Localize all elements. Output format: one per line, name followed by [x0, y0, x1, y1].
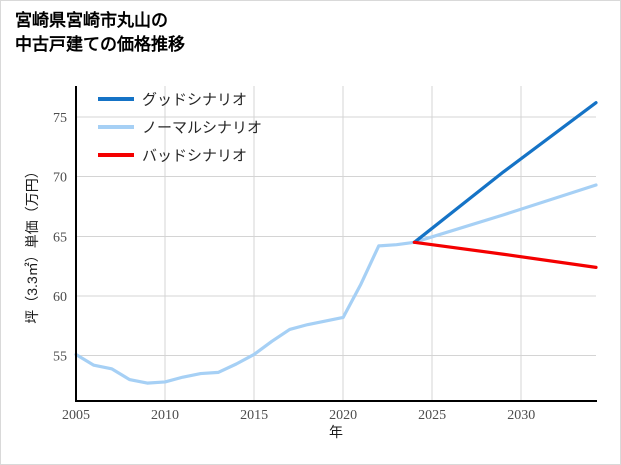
x-tick-label: 2025 — [418, 408, 446, 423]
x-tick-label: 2015 — [240, 408, 268, 423]
series-line-グッドシナリオ — [412, 101, 598, 244]
series-group — [74, 101, 598, 385]
legend-label-グッドシナリオ: グッドシナリオ — [142, 92, 247, 109]
legend-label-バッドシナリオ: バッドシナリオ — [142, 149, 247, 165]
x-axis-tick-labels: 2005 2010 2015 2020 2025 2030 — [62, 408, 535, 423]
y-tick-label: 55 — [53, 350, 67, 365]
page-title: 宮崎県宮崎市丸山の 中古戸建ての価格推移 — [15, 11, 185, 55]
x-tick-label: 2020 — [329, 408, 357, 423]
axis-spines — [74, 86, 597, 403]
series-line-バッドシナリオ — [412, 240, 598, 269]
y-tick-label: 60 — [53, 290, 67, 305]
legend-label-ノーマルシナリオ: ノーマルシナリオ — [142, 121, 262, 137]
x-tick-label: 2010 — [151, 408, 179, 423]
x-tick-label: 2005 — [62, 408, 90, 423]
y-axis-title: 坪（3.3㎡）単価（万円） — [24, 164, 40, 323]
x-tick-label: 2030 — [507, 408, 535, 423]
series-line-ノーマルシナリオ — [74, 183, 598, 385]
y-tick-label: 70 — [53, 171, 67, 186]
y-axis-tick-labels: 55 60 65 70 75 — [53, 111, 67, 365]
y-tick-label: 65 — [53, 230, 67, 245]
y-tick-label: 75 — [53, 111, 67, 126]
x-axis-title: 年 — [329, 424, 343, 440]
